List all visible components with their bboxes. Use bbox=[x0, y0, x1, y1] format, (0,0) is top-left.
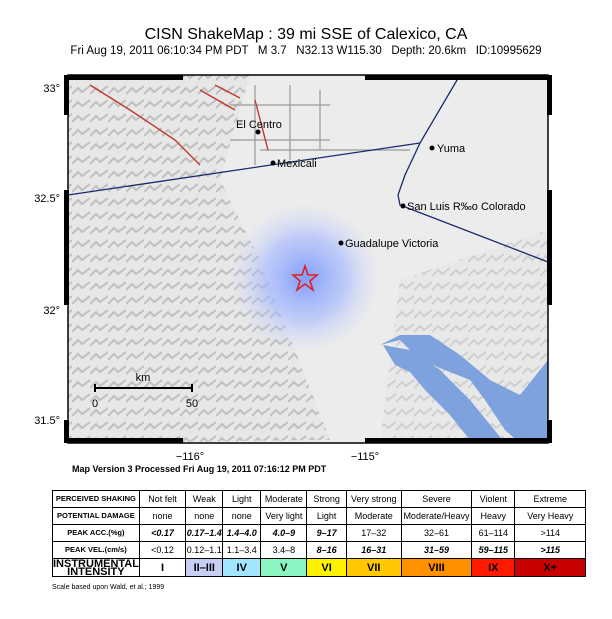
table-cell: 16–31 bbox=[345, 541, 402, 559]
table-cell: Moderate bbox=[260, 490, 308, 508]
map-version: Map Version 3 Processed Fri Aug 19, 2011… bbox=[72, 464, 327, 474]
table-cell: Moderate/Heavy bbox=[400, 507, 473, 525]
subtitle: Fri Aug 19, 2011 06:10:34 PM PDT M 3.7 N… bbox=[70, 45, 542, 57]
table-cell: Light bbox=[306, 507, 347, 525]
lon-label: −115° bbox=[351, 451, 379, 463]
table-cell: 8–16 bbox=[306, 541, 347, 559]
table-cell: Light bbox=[222, 490, 262, 508]
table-cell: none bbox=[222, 507, 262, 525]
lat-label: 31.5° bbox=[34, 415, 60, 427]
table-cell: Extreme bbox=[514, 490, 586, 508]
table-cell: Strong bbox=[306, 490, 347, 508]
table-cell: V bbox=[260, 558, 308, 577]
table-cell: none bbox=[185, 507, 224, 525]
table-cell: VIII bbox=[400, 558, 473, 577]
title: CISN ShakeMap : 39 mi SSE of Calexico, C… bbox=[144, 26, 468, 43]
table-row: POTENTIAL DAMAGE none none none Very light Li… bbox=[52, 507, 586, 525]
table-cell: PEAK VEL.(cm/s) bbox=[52, 541, 140, 559]
table-cell: IV bbox=[222, 558, 262, 577]
table-cell: 61–114 bbox=[471, 524, 516, 542]
table-cell: 0.17–1.4 bbox=[185, 524, 224, 542]
table-cell: 32–61 bbox=[400, 524, 473, 542]
place-label: Yuma bbox=[437, 143, 466, 155]
table-row: INSTRUMENTAL INTENSITY I II–III IV V VI VII VII… bbox=[52, 557, 586, 578]
table-cell: Very light bbox=[260, 507, 308, 525]
footnote: Scale based upon Wald, et al.; 1999 bbox=[52, 584, 165, 591]
table-cell: 31–59 bbox=[400, 541, 473, 559]
table-cell: 1.4–4.0 bbox=[222, 524, 262, 542]
table-row: PEAK VEL.(cm/s) <0.12 0.12–1.1 1.1–3.4 3.4–8… bbox=[52, 541, 586, 559]
table-cell: >114 bbox=[514, 524, 586, 542]
table-cell: I bbox=[138, 558, 187, 577]
table-cell: VI bbox=[306, 558, 347, 577]
lat-label: 32.5° bbox=[34, 193, 60, 205]
scale-end: 50 bbox=[186, 398, 198, 410]
table-cell: INSTRUMENTAL INTENSITY bbox=[52, 557, 140, 578]
table-cell: 0.12–1.1 bbox=[185, 541, 224, 559]
table-cell: PEAK ACC.(%g) bbox=[52, 524, 140, 542]
table-cell: II–III bbox=[185, 558, 224, 577]
table-cell: Weak bbox=[185, 490, 224, 508]
table-cell: POTENTIAL DAMAGE bbox=[52, 507, 140, 525]
scale-start: 0 bbox=[92, 398, 98, 410]
place-label: Mexicali bbox=[277, 158, 317, 170]
table-cell: 1.1–3.4 bbox=[222, 541, 262, 559]
table-cell: 9–17 bbox=[306, 524, 347, 542]
place-label: Guadalupe Victoria bbox=[345, 238, 439, 250]
table-cell: Heavy bbox=[471, 507, 516, 525]
lat-label: 33° bbox=[43, 83, 60, 95]
table-cell: none bbox=[138, 507, 187, 525]
table-cell: Not felt bbox=[138, 490, 187, 508]
map: 33° 32.5° 32° 31.5° −116° −115° El Centro Mexic… bbox=[34, 74, 552, 463]
place-label: El Centro bbox=[236, 119, 282, 131]
table-cell: Very Heavy bbox=[514, 507, 586, 525]
table-cell: 17–32 bbox=[345, 524, 402, 542]
table-cell: VII bbox=[345, 558, 402, 577]
lat-label: 32° bbox=[43, 305, 60, 317]
table-cell: <0.17 bbox=[138, 524, 187, 542]
scale-unit: km bbox=[136, 372, 151, 384]
table-cell: Severe bbox=[400, 490, 473, 508]
table-row: PEAK ACC.(%g) <0.17 0.17–1.4 1.4–4.0 4.0–9 9–… bbox=[52, 524, 586, 542]
table-cell: 3.4–8 bbox=[260, 541, 308, 559]
table-cell: PERCEIVED SHAKING bbox=[52, 490, 140, 508]
place-label: San Luis R‰o Colorado bbox=[407, 201, 526, 213]
lon-label: −116° bbox=[176, 451, 204, 463]
table-cell: 4.0–9 bbox=[260, 524, 308, 542]
table-cell: <0.12 bbox=[138, 541, 187, 559]
table-cell: X+ bbox=[514, 558, 586, 577]
intensity-legend: PERCEIVED SHAKING Not felt Weak Light Modera… bbox=[52, 490, 586, 577]
table-cell: Moderate bbox=[345, 507, 402, 525]
table-cell: 59–115 bbox=[471, 541, 516, 559]
table-cell: Very strong bbox=[345, 490, 402, 508]
table-cell: >115 bbox=[514, 541, 586, 559]
table-cell: Violent bbox=[471, 490, 516, 508]
table-cell: IX bbox=[471, 558, 516, 577]
table-row: PERCEIVED SHAKING Not felt Weak Light Modera… bbox=[52, 490, 586, 508]
